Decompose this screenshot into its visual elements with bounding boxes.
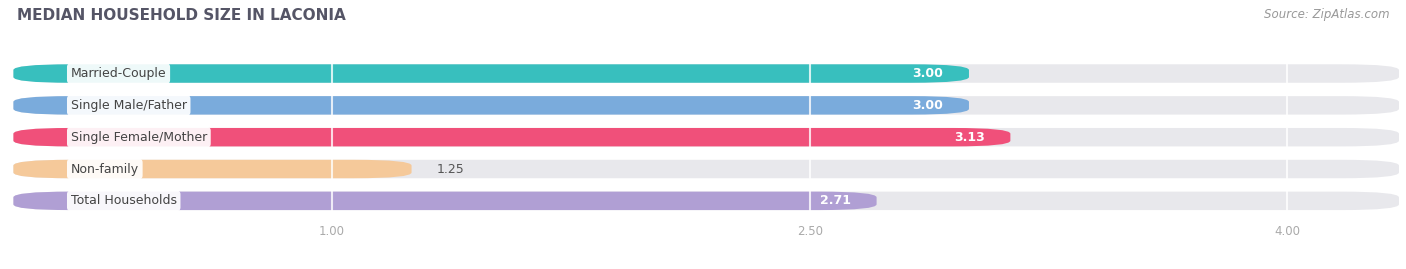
Text: 1.25: 1.25 [437,162,465,175]
FancyBboxPatch shape [14,160,412,178]
FancyBboxPatch shape [14,128,1399,146]
Text: Non-family: Non-family [70,162,139,175]
FancyBboxPatch shape [14,192,1399,210]
Text: 2.71: 2.71 [820,194,851,207]
Text: 3.00: 3.00 [912,67,943,80]
Text: MEDIAN HOUSEHOLD SIZE IN LACONIA: MEDIAN HOUSEHOLD SIZE IN LACONIA [17,8,346,23]
FancyBboxPatch shape [14,64,1399,83]
Text: Single Male/Father: Single Male/Father [70,99,187,112]
FancyBboxPatch shape [14,96,969,115]
FancyBboxPatch shape [14,128,1011,146]
FancyBboxPatch shape [14,192,876,210]
Text: Married-Couple: Married-Couple [70,67,166,80]
FancyBboxPatch shape [14,96,1399,115]
Text: Single Female/Mother: Single Female/Mother [70,131,207,144]
FancyBboxPatch shape [14,160,1399,178]
Text: 3.13: 3.13 [955,131,984,144]
Text: Source: ZipAtlas.com: Source: ZipAtlas.com [1264,8,1389,21]
Text: Total Households: Total Households [70,194,177,207]
FancyBboxPatch shape [14,64,969,83]
Text: 3.00: 3.00 [912,99,943,112]
